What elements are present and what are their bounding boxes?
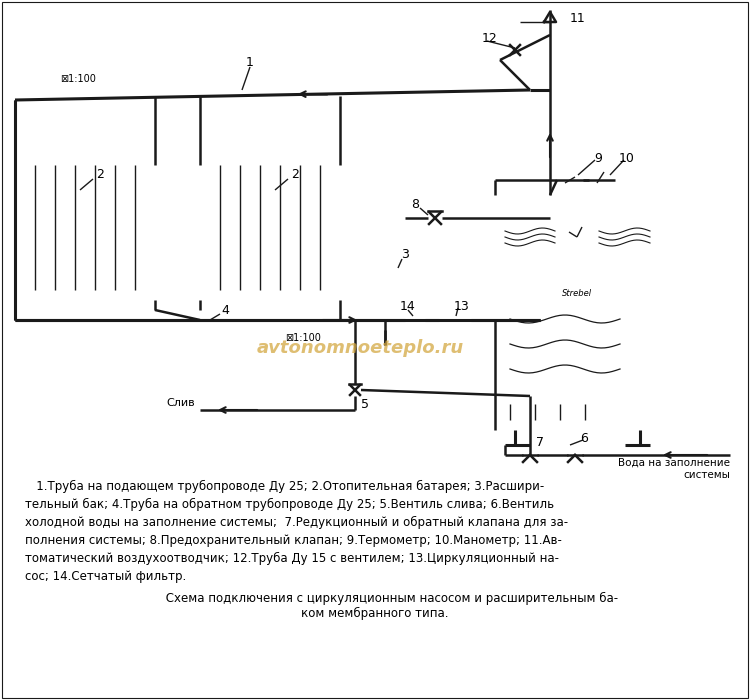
Bar: [495, 195, 660, 430]
Text: 10: 10: [619, 151, 635, 164]
Text: 11: 11: [570, 11, 586, 25]
Bar: [334, 163, 342, 171]
Text: Схема подключения с циркуляционным насосом и расширительным ба-
ком мембранного : Схема подключения с циркуляционным насос…: [132, 592, 618, 620]
Bar: [495, 282, 660, 304]
Circle shape: [589, 167, 615, 193]
Text: 7: 7: [536, 437, 544, 449]
Bar: [149, 288, 157, 296]
Circle shape: [557, 167, 583, 193]
Text: 8: 8: [411, 199, 419, 211]
Circle shape: [559, 219, 595, 255]
Bar: [149, 163, 157, 171]
Bar: [15, 165, 155, 290]
Text: 1: 1: [246, 57, 254, 69]
Text: ⊠1:100: ⊠1:100: [60, 74, 96, 84]
Bar: [15, 155, 155, 165]
Bar: [200, 290, 340, 300]
Polygon shape: [447, 312, 465, 328]
Text: 9: 9: [594, 151, 602, 164]
Bar: [198, 288, 206, 296]
Text: Слив: Слив: [166, 398, 195, 408]
Text: 2: 2: [96, 169, 104, 181]
Text: томатический воздухоотводчик; 12.Труба Ду 15 с вентилем; 13.Циркуляционный на-: томатический воздухоотводчик; 12.Труба Д…: [25, 552, 559, 565]
Text: сос; 14.Сетчатый фильтр.: сос; 14.Сетчатый фильтр.: [25, 570, 186, 583]
Circle shape: [439, 304, 471, 336]
Text: ⊠1:100: ⊠1:100: [285, 333, 321, 343]
Text: 4: 4: [221, 304, 229, 316]
Text: 2: 2: [291, 169, 299, 181]
Bar: [13, 163, 21, 171]
Bar: [495, 304, 660, 394]
Text: тельный бак; 4.Труба на обратном трубопроводе Ду 25; 5.Вентиль слива; 6.Вентиль: тельный бак; 4.Труба на обратном трубопр…: [25, 498, 554, 511]
Text: 13: 13: [454, 300, 470, 312]
Circle shape: [647, 407, 657, 417]
Bar: [13, 288, 21, 296]
Circle shape: [405, 310, 425, 330]
Text: 5: 5: [361, 398, 369, 412]
Bar: [334, 288, 342, 296]
Bar: [495, 394, 660, 430]
Text: холодной воды на заполнение системы;  7.Редукционный и обратный клапана для за-: холодной воды на заполнение системы; 7.Р…: [25, 516, 568, 529]
Text: 12: 12: [482, 32, 498, 45]
Text: 1.Труба на подающем трубопроводе Ду 25; 2.Отопительная батарея; 3.Расшири-: 1.Труба на подающем трубопроводе Ду 25; …: [25, 480, 544, 493]
Text: Strebel: Strebel: [562, 288, 592, 298]
Bar: [200, 155, 340, 165]
Text: avtonomnoeteplo.ru: avtonomnoeteplo.ru: [256, 339, 464, 357]
Text: 3: 3: [401, 248, 409, 262]
Bar: [200, 165, 340, 290]
Bar: [642, 324, 650, 374]
Text: полнения системы; 8.Предохранительный клапан; 9.Термометр; 10.Манометр; 11.Ав-: полнения системы; 8.Предохранительный кл…: [25, 534, 562, 547]
Bar: [495, 195, 660, 280]
Text: 6: 6: [580, 431, 588, 444]
Text: Вода на заполнение
системы: Вода на заполнение системы: [618, 458, 730, 480]
Ellipse shape: [368, 260, 403, 330]
Text: 14: 14: [400, 300, 416, 314]
Bar: [15, 290, 155, 300]
Bar: [198, 163, 206, 171]
